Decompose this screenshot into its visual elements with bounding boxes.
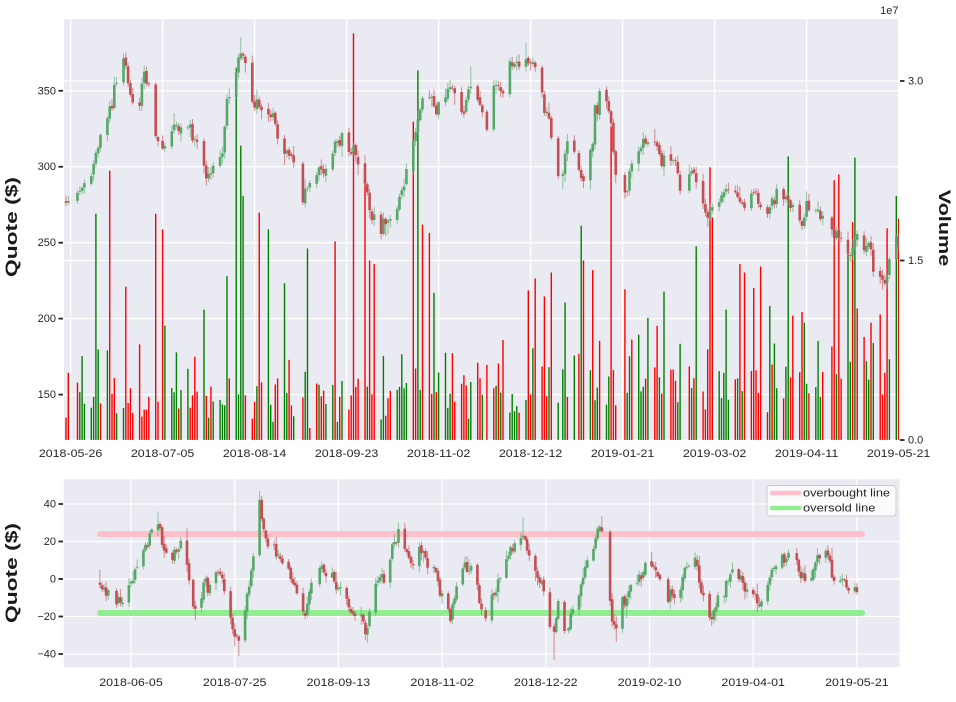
svg-text:2018-08-14: 2018-08-14 — [223, 448, 287, 460]
svg-text:40: 40 — [44, 499, 56, 511]
svg-text:Volume: Volume — [935, 190, 954, 267]
svg-text:2019-03-02: 2019-03-02 — [683, 448, 747, 460]
svg-text:2018-12-12: 2018-12-12 — [499, 448, 563, 460]
svg-text:2018-11-02: 2018-11-02 — [410, 677, 474, 689]
svg-text:250: 250 — [38, 237, 56, 249]
svg-text:2019-05-21: 2019-05-21 — [825, 677, 889, 689]
svg-text:2019-04-11: 2019-04-11 — [775, 448, 839, 460]
svg-text:3.0: 3.0 — [908, 76, 923, 88]
svg-text:2018-09-13: 2018-09-13 — [307, 677, 371, 689]
svg-text:Quote ($): Quote ($) — [2, 523, 21, 623]
svg-text:200: 200 — [38, 313, 56, 325]
svg-text:2018-05-26: 2018-05-26 — [39, 448, 103, 460]
svg-text:2018-07-25: 2018-07-25 — [203, 677, 267, 689]
svg-text:2018-06-05: 2018-06-05 — [99, 677, 163, 689]
svg-text:−20: −20 — [37, 611, 56, 623]
svg-text:overbought line: overbought line — [803, 488, 890, 500]
svg-text:0: 0 — [50, 574, 56, 586]
svg-text:20: 20 — [44, 536, 56, 548]
svg-text:2018-07-05: 2018-07-05 — [131, 448, 195, 460]
svg-text:2018-09-23: 2018-09-23 — [315, 448, 379, 460]
svg-text:2019-05-21: 2019-05-21 — [867, 448, 931, 460]
svg-text:150: 150 — [38, 389, 56, 401]
svg-text:1.5: 1.5 — [908, 255, 923, 267]
svg-text:Quote ($): Quote ($) — [2, 177, 21, 277]
svg-text:350: 350 — [38, 85, 56, 97]
svg-text:2019-02-10: 2019-02-10 — [618, 677, 682, 689]
svg-text:2018-12-22: 2018-12-22 — [514, 677, 578, 689]
svg-text:2018-11-02: 2018-11-02 — [407, 448, 471, 460]
svg-text:0.0: 0.0 — [908, 435, 923, 447]
svg-text:2019-01-21: 2019-01-21 — [591, 448, 655, 460]
svg-text:1e7: 1e7 — [880, 5, 898, 17]
svg-text:300: 300 — [38, 161, 56, 173]
svg-text:−40: −40 — [37, 649, 56, 661]
svg-text:oversold line: oversold line — [803, 503, 876, 515]
svg-text:2019-04-01: 2019-04-01 — [721, 677, 785, 689]
